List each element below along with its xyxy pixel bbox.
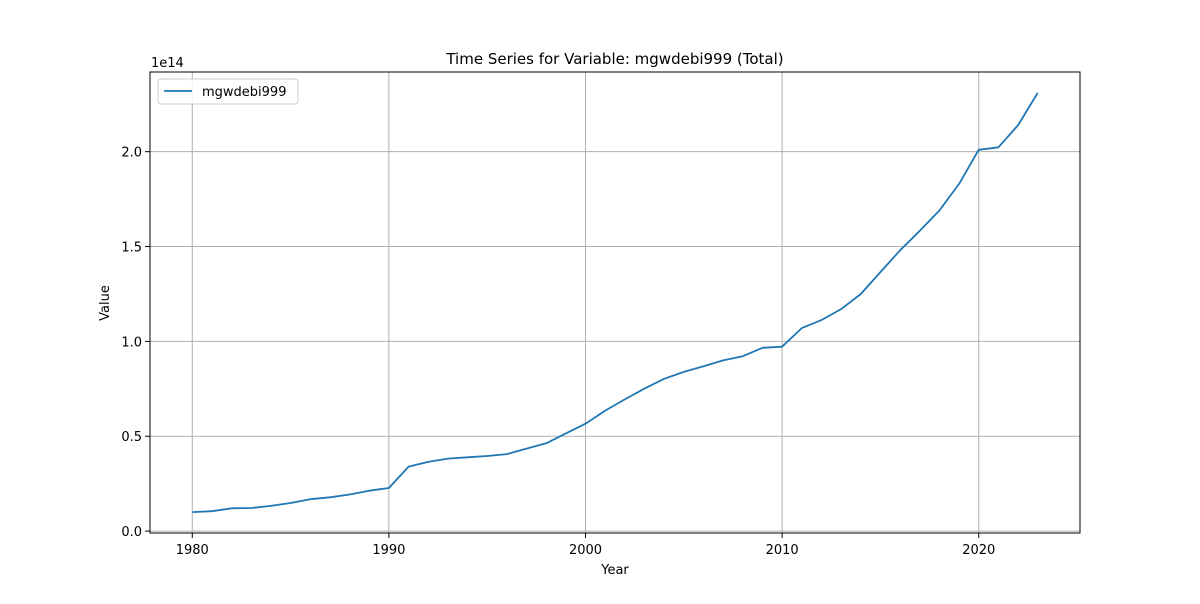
y-tick-label: 0.5	[121, 430, 142, 445]
x-tick-label: 1990	[372, 543, 405, 558]
x-tick-label: 1980	[176, 543, 209, 558]
legend: mgwdebi999	[157, 78, 299, 105]
y-tick-label: 1.0	[121, 335, 142, 350]
y-axis-label: Value	[98, 285, 113, 321]
x-axis-ticks: 1980 1990 2000 2010 2020	[176, 533, 995, 558]
legend-box	[157, 78, 299, 105]
x-tick-label: 2000	[569, 543, 602, 558]
chart-title: Time Series for Variable: mgwdebi999 (To…	[445, 50, 783, 68]
series-line-mgwdebi999	[192, 92, 1039, 513]
y-axis-ticks: 0.0 0.5 1.0 1.5 2.0	[121, 146, 150, 540]
grid-lines	[150, 72, 1080, 533]
series-layer	[192, 92, 1039, 513]
y-offset-label: 1e14	[151, 56, 184, 71]
axes-frame	[149, 71, 1081, 534]
x-tick-label: 2020	[962, 543, 995, 558]
legend-label: mgwdebi999	[202, 85, 286, 100]
x-axis-label: Year	[600, 563, 629, 578]
y-tick-label: 0.0	[121, 525, 142, 540]
y-tick-label: 2.0	[121, 146, 142, 161]
x-tick-label: 2010	[766, 543, 799, 558]
y-tick-label: 1.5	[121, 241, 142, 256]
